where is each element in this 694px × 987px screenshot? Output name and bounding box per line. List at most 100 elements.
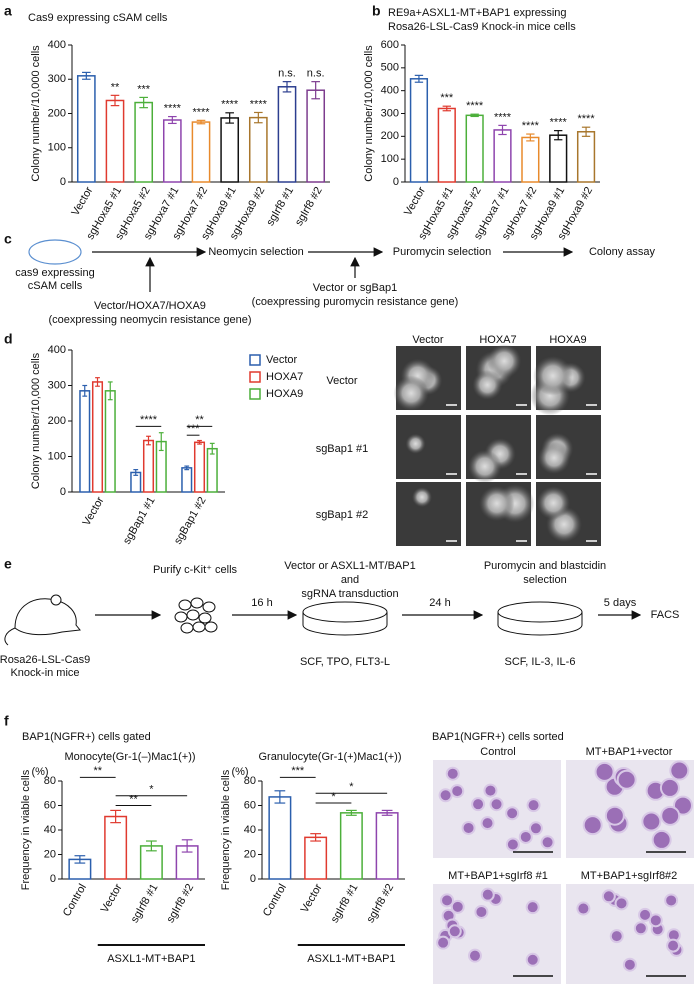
significance: * — [149, 784, 154, 796]
error-bar — [311, 81, 320, 100]
significance: ** — [129, 793, 138, 805]
significance: * — [349, 781, 354, 793]
chart-title: RE9a+ASXL1-MT+BAP1 expressing — [388, 7, 567, 19]
bar — [105, 99, 125, 183]
panel-label: c — [4, 231, 12, 247]
y-axis-label: Colony number/10,000 cells — [30, 45, 42, 182]
row-label: sgBap1 #2 — [316, 509, 369, 521]
y-tick-label: 80 — [244, 775, 256, 787]
x-tick-label: sgIrf8 #2 — [364, 882, 396, 925]
label: Colony assay — [589, 246, 656, 258]
error-bar — [168, 115, 177, 125]
bar — [142, 439, 155, 493]
y-tick-label: 40 — [44, 824, 56, 836]
cell — [518, 829, 533, 844]
x-tick-label: sgIrf8 #1 — [129, 882, 161, 925]
error-bar — [146, 840, 157, 852]
significance: **** — [522, 120, 540, 132]
cell — [180, 622, 194, 634]
error-bar — [225, 112, 234, 124]
cell — [614, 896, 629, 911]
cell — [622, 957, 637, 972]
y-tick-label: 0 — [250, 873, 256, 885]
y-tick-label: 40 — [244, 824, 256, 836]
significance: **** — [192, 106, 210, 118]
label: 16 h — [251, 597, 272, 609]
cell — [505, 837, 520, 852]
bar — [134, 101, 154, 183]
row-label: sgBap1 #1 — [316, 443, 369, 455]
cell — [480, 816, 495, 831]
x-tick-label: Vector — [99, 882, 125, 915]
error-bar — [197, 439, 202, 445]
label: cas9 expressing — [15, 267, 95, 279]
cell — [461, 820, 476, 835]
label: BAP1(NGFR+) cells sorted — [432, 731, 564, 743]
cell — [483, 783, 498, 798]
micrographs-d: Vector HOXA7 HOXA9 Vector sgBap1 #1 sgBa… — [316, 334, 601, 546]
cell — [669, 760, 690, 781]
x-tick-label: Control — [261, 882, 289, 919]
significance: **** — [250, 98, 268, 110]
cell — [540, 835, 555, 850]
bar — [375, 812, 399, 880]
label: Knock-in mice — [10, 667, 79, 679]
y-tick-label: 60 — [44, 799, 56, 811]
error-bar — [181, 839, 193, 853]
error-bar — [74, 855, 86, 864]
chart-title: Rosa26-LSL-Cas9 Knock-in mice cells — [388, 21, 576, 33]
bar — [465, 114, 484, 183]
cell — [666, 938, 681, 953]
cell — [648, 913, 663, 928]
error-bar — [442, 105, 451, 112]
cell — [505, 806, 520, 821]
y-tick-label: 300 — [48, 73, 66, 85]
label: SCF, IL-3, IL-6 — [505, 656, 576, 668]
mouse-tail — [4, 627, 16, 646]
colony — [393, 375, 429, 411]
chart-title: Granulocyte(Gr-1(+)Mac1(+)) — [258, 751, 401, 763]
significance: * — [331, 791, 336, 803]
cell — [672, 795, 693, 816]
label: BAP1(NGFR+) cells gated — [22, 731, 151, 743]
error-bar — [274, 790, 286, 804]
colony — [412, 487, 433, 508]
y-axis-label: Colony number/10,000 cells — [30, 352, 42, 489]
x-tick-label: Vector — [81, 495, 107, 528]
cell — [664, 893, 679, 908]
significance: **** — [578, 113, 596, 125]
legend-label: HOXA9 — [266, 388, 303, 400]
cytospin-images — [433, 760, 694, 984]
label: Vector or sgBap1 — [313, 282, 397, 294]
label: Puromycin and blastcidin — [484, 560, 606, 572]
bar — [91, 381, 104, 493]
y-tick-label: 80 — [44, 775, 56, 787]
bar — [104, 390, 116, 493]
error-bar — [381, 809, 393, 816]
y-tick-label: 200 — [48, 415, 66, 427]
label: Vector/HOXA7/HOXA9 — [94, 300, 206, 312]
cell — [192, 621, 206, 633]
bar — [206, 447, 218, 493]
error-bar — [82, 384, 88, 397]
chart-title: Monocyte(Gr-1(–)Mac1(+)) — [64, 751, 195, 763]
image-label: MT+BAP1+vector — [586, 746, 673, 758]
bar — [493, 129, 512, 183]
cell — [651, 829, 672, 850]
error-bar — [107, 381, 113, 401]
significance: ** — [111, 81, 120, 93]
error-bar — [184, 465, 190, 471]
x-tick-label: sgIrf8 #2 — [293, 185, 325, 228]
y-tick-label: 100 — [381, 153, 399, 165]
cell — [474, 904, 489, 919]
error-bar — [526, 133, 535, 142]
label: (coexpressing puromycin resistance gene) — [252, 296, 459, 308]
significance: **** — [140, 414, 158, 426]
cell — [436, 935, 451, 950]
y-tick-label: 400 — [381, 85, 399, 97]
bar — [521, 136, 540, 183]
bar — [268, 796, 292, 880]
bar — [304, 836, 328, 880]
cell — [616, 769, 637, 790]
x-tick-label: Vector — [69, 185, 95, 218]
